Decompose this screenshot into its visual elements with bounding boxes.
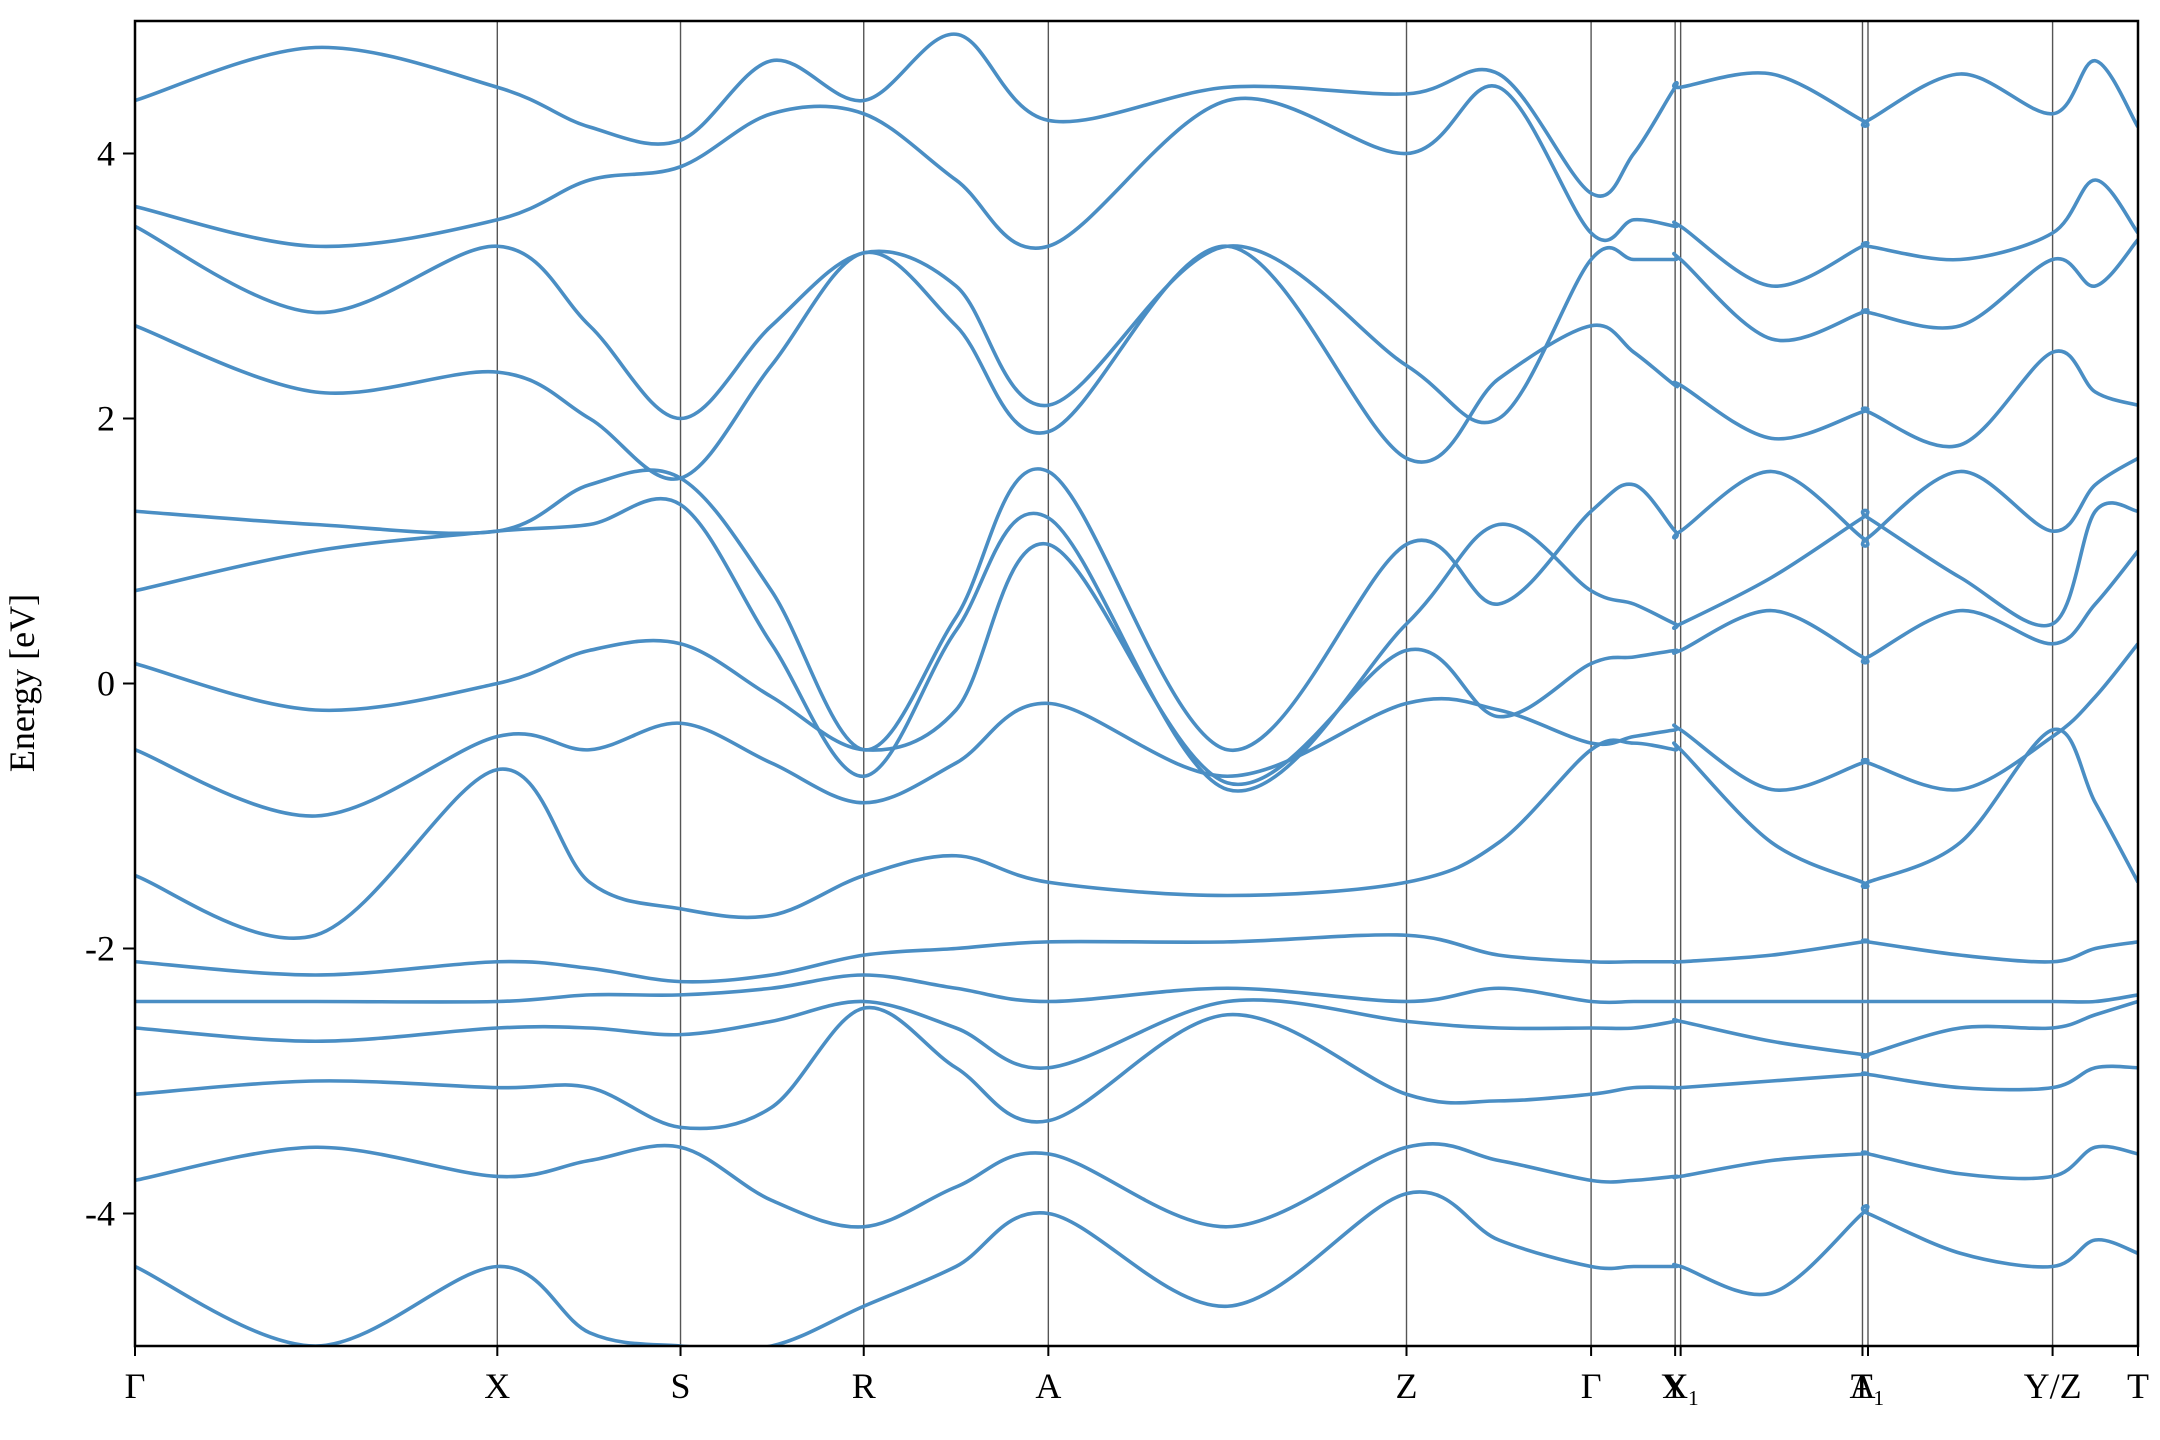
- band-line: [135, 32, 2138, 198]
- x-tick-label: T₁: [1851, 1366, 1886, 1406]
- x-tick-label: Y/Z: [2024, 1366, 2082, 1406]
- x-tick-label: A: [1849, 1366, 1875, 1406]
- y-axis-label: Energy [eV]: [2, 594, 42, 772]
- y-tick-label: 4: [97, 134, 115, 174]
- band-line: [135, 224, 2138, 425]
- band-line: [135, 83, 2138, 288]
- x-tick-label: Z: [1396, 1366, 1418, 1406]
- band-line: [135, 1142, 2138, 1229]
- band-line: [135, 456, 2138, 752]
- band-line: [135, 642, 2138, 818]
- x-tick-label: Y₁: [1661, 1366, 1700, 1406]
- x-tick-label: A: [1035, 1366, 1061, 1406]
- x-tick-label: X: [1662, 1366, 1688, 1406]
- y-tick-label: -2: [85, 929, 115, 969]
- band-line: [135, 542, 2138, 787]
- band-line: [135, 933, 2138, 984]
- band-line: [135, 1190, 2138, 1346]
- band-line: [135, 973, 2138, 1005]
- y-tick-label: 2: [97, 399, 115, 439]
- band-line: [135, 244, 2138, 481]
- x-tick-label: S: [671, 1366, 691, 1406]
- bands: [135, 32, 2138, 1346]
- x-tick-label: R: [852, 1366, 876, 1406]
- plot-frame: [133, 19, 2140, 1348]
- band-line: [135, 496, 2138, 793]
- x-tick-label: Γ: [125, 1366, 146, 1406]
- band-line: [135, 1005, 2138, 1131]
- band-line: [135, 727, 2138, 940]
- x-tick-label: T: [2127, 1366, 2149, 1406]
- y-tick-label: 0: [97, 664, 115, 704]
- y-tick-label: -4: [85, 1194, 115, 1234]
- band-line: [135, 998, 2138, 1070]
- x-tick-label: Γ: [1581, 1366, 1602, 1406]
- x-tick-label: X: [484, 1366, 510, 1406]
